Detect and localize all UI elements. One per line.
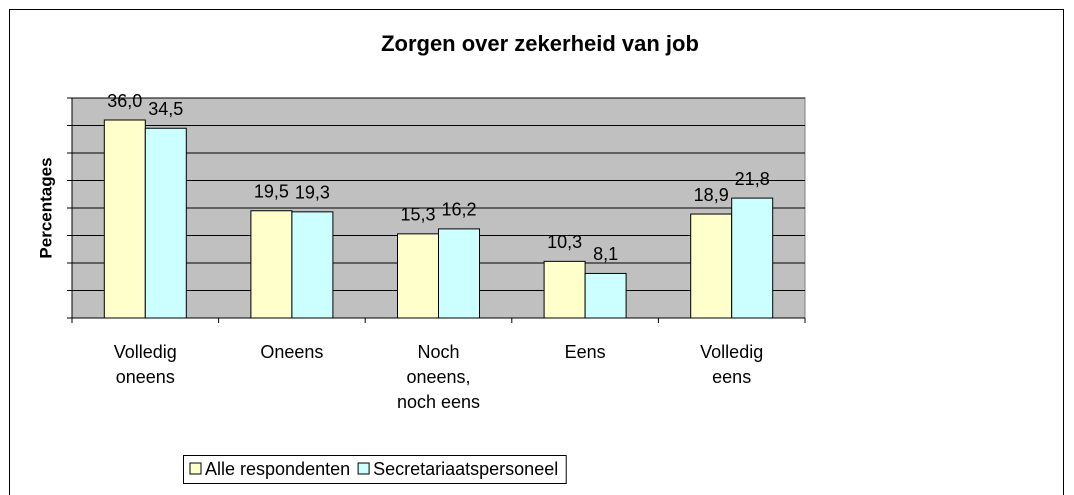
data-label: 34,5 — [148, 99, 183, 119]
legend-label: Alle respondenten — [205, 459, 350, 479]
bar — [731, 197, 774, 319]
data-label: 21,8 — [735, 169, 770, 189]
bar — [438, 228, 480, 319]
bar — [543, 260, 586, 319]
data-label: 10,3 — [547, 232, 582, 252]
data-label: 19,5 — [254, 182, 289, 202]
x-tick-label: Volledig eens — [700, 342, 764, 387]
legend — [183, 455, 567, 484]
legend-label: Secretariaatspersoneel — [373, 459, 558, 479]
data-label: 19,3 — [295, 183, 330, 203]
bar — [103, 119, 146, 319]
x-tick-label: Noch oneens, noch eens — [396, 342, 481, 412]
data-label: 8,1 — [593, 244, 618, 264]
data-label: 15,3 — [400, 205, 435, 225]
bar — [144, 127, 187, 319]
bar — [397, 233, 439, 319]
legend-swatch — [357, 462, 370, 475]
data-label: 18,9 — [694, 185, 729, 205]
data-label: 16,2 — [441, 200, 476, 220]
bar — [584, 272, 627, 319]
chart-title: Zorgen over zekerheid van job — [381, 31, 699, 56]
bar — [690, 213, 733, 319]
y-axis-label: Percentages — [36, 157, 55, 258]
x-tick-label: Oneens — [260, 342, 324, 362]
x-tick-label: Eens — [564, 342, 606, 362]
bar — [291, 211, 334, 319]
bar — [250, 210, 293, 319]
x-tick-label: Volledig oneens — [113, 342, 177, 387]
data-label: 36,0 — [107, 91, 142, 111]
legend-swatch — [189, 462, 202, 475]
